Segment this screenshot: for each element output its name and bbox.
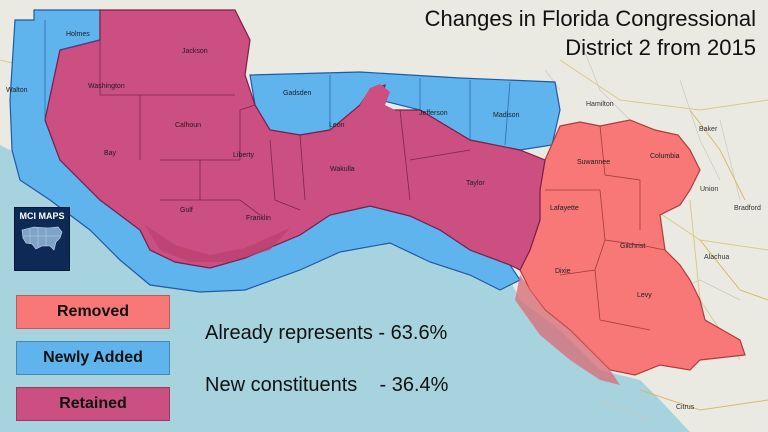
county-borders [99,40,471,216]
map-title: Changes in Florida Congressional Distric… [296,4,756,62]
leon-retained-patch [360,84,395,135]
county-label-gulf: Gulf [180,207,193,214]
retained-area [44,9,546,271]
legend-retained-label: Retained [59,395,127,412]
county-label-jackson: Jackson [182,48,208,55]
county-label-baker: Baker [699,126,718,133]
county-label-hamilton: Hamilton [586,101,614,108]
county-label-citrus: Citrus [676,404,695,411]
stat-new-constituents: New constituents - 36.4% [205,374,449,396]
county-borders-east [545,125,666,331]
title-line-1: Changes in Florida Congressional [424,6,756,31]
county-label-walton: Walton [6,87,28,94]
mci-maps-logo: MCI MAPS [14,207,70,271]
county-label-dixie: Dixie [555,268,571,275]
minor-roads [544,39,741,421]
county-label-gilchrist: Gilchrist [620,243,645,250]
us-map-icon [21,226,63,251]
county-label-taylor: Taylor [466,180,485,187]
county-label-levy: Levy [637,292,652,299]
county-label-alachua: Alachua [704,254,729,261]
county-label-bradford: Bradford [734,205,761,212]
county-label-bay: Bay [104,150,117,157]
county-label-liberty: Liberty [233,152,255,159]
county-label-columbia: Columbia [650,153,680,160]
legend-retained: Retained [16,387,170,421]
removed-area [519,119,746,376]
county-label-washington: Washington [88,83,125,90]
retained-coast-shade [145,225,290,262]
county-label-franklin: Franklin [246,215,271,222]
title-line-2: District 2 from 2015 [565,35,756,60]
county-label-lafayette: Lafayette [550,205,579,212]
legend-added-label: Newly Added [43,349,143,366]
legend-removed-label: Removed [56,303,130,320]
county-label-union: Union [700,186,718,193]
legend-removed: Removed [16,295,170,329]
removed-coast-shade [515,275,620,385]
county-label-suwannee: Suwannee [577,159,610,166]
legend-newly-added: Newly Added [16,341,170,375]
stat-already-represents: Already represents - 63.6% [205,322,448,344]
county-label-holmes: Holmes [66,31,90,38]
east-roads [639,109,768,411]
county-label-wakulla: Wakulla [330,166,355,173]
county-label-jefferson: Jefferson [419,110,448,117]
county-label-gadsden: Gadsden [283,90,312,97]
county-label-calhoun: Calhoun [175,122,201,129]
county-label-madison: Madison [493,112,520,119]
county-borders-north [44,20,511,146]
county-label-leon: Leon [329,122,345,129]
logo-text: MCI MAPS [19,211,65,221]
